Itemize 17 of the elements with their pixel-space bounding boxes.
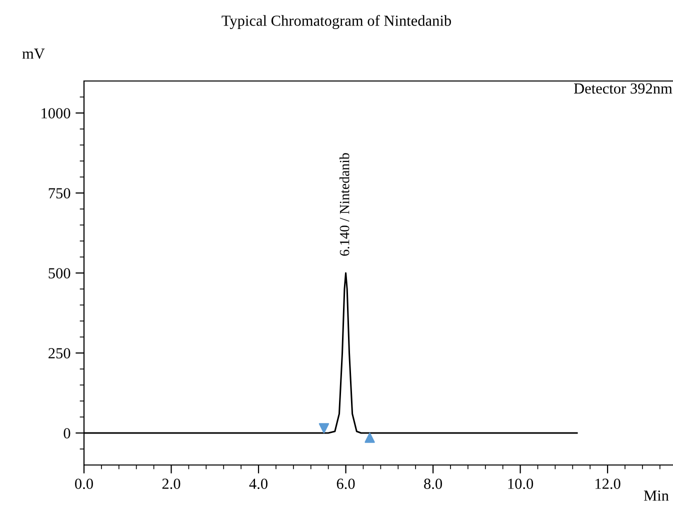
chart-title: Typical Chromatogram of Nintedanib xyxy=(222,14,451,30)
y-axis-title: mV xyxy=(22,48,45,59)
x-tick-label: 12.0 xyxy=(596,478,620,490)
x-tick-label: 0.0 xyxy=(75,478,93,490)
x-tick-label: 10.0 xyxy=(508,478,534,490)
x-tick-label: 2.0 xyxy=(162,478,180,490)
y-tick-label: 500 xyxy=(48,268,70,278)
y-tick-label: 750 xyxy=(48,188,70,198)
y-tick-label: 1000 xyxy=(42,108,70,118)
x-axis-title: Min xyxy=(644,490,669,501)
annotation: 6.140 / Nintedanib xyxy=(339,153,350,256)
y-tick-label: 0 xyxy=(64,428,70,438)
x-tick-label: 8.0 xyxy=(424,478,442,490)
annotation: Detector 392nm xyxy=(574,83,672,94)
x-tick-label: 6.0 xyxy=(336,478,355,490)
y-tick-label: 250 xyxy=(48,348,70,358)
x-tick-label: 4.0 xyxy=(249,478,268,490)
